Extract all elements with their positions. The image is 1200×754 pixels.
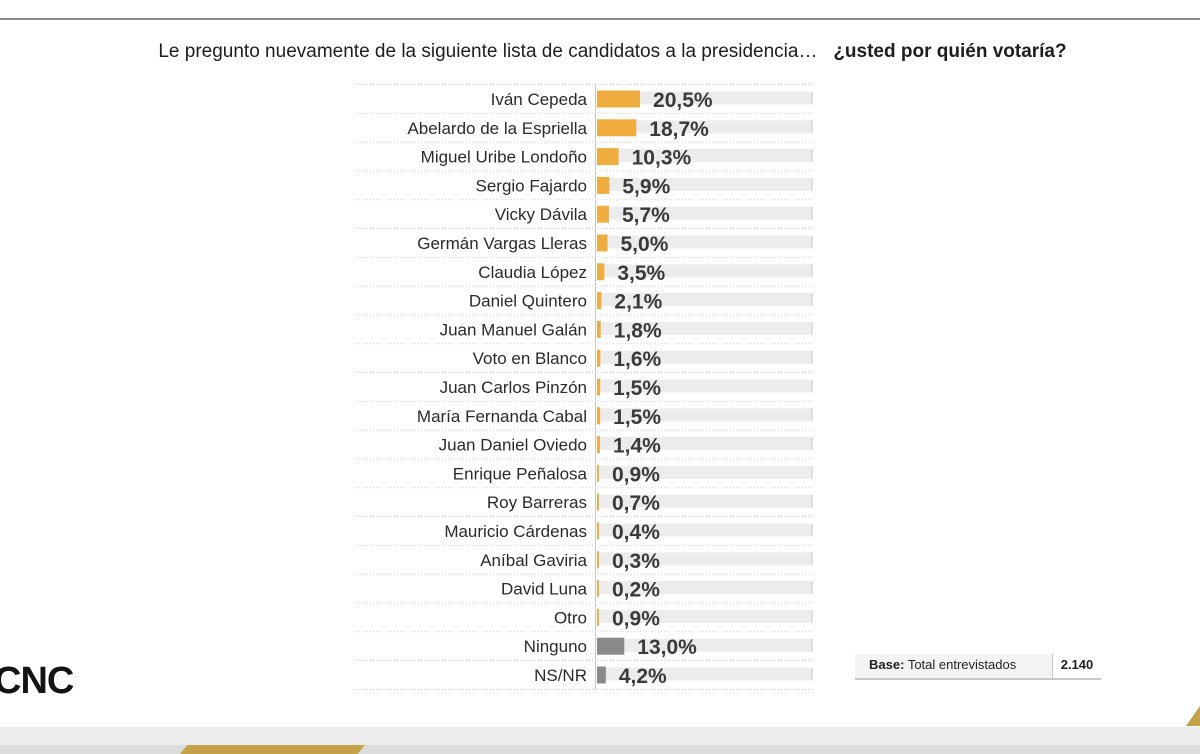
bar-17 [597, 580, 599, 598]
base-text: Total entrevistados [907, 657, 1017, 672]
bar-track [597, 264, 812, 278]
category-label: Mauricio Cárdenas [444, 522, 587, 541]
value-label: 2,1% [614, 291, 662, 314]
base-value: 2.140 [1052, 654, 1101, 678]
bar-track [597, 667, 812, 681]
bar-16 [597, 551, 599, 569]
value-label: 0,9% [612, 463, 660, 486]
category-label: Germán Vargas Lleras [417, 234, 587, 253]
category-label: Abelardo de la Espriella [407, 119, 587, 138]
value-label: 3,5% [617, 262, 665, 285]
bar-20 [597, 666, 606, 684]
value-label: 4,2% [619, 665, 667, 688]
category-label: Vicky Dávila [495, 205, 588, 224]
category-label: María Fernanda Cabal [417, 407, 587, 426]
cnc-logo: CNC [0, 660, 74, 702]
value-label: 0,3% [612, 550, 660, 573]
bar-track [597, 149, 812, 163]
category-label: Otro [554, 608, 587, 627]
category-label: Juan Carlos Pinzón [440, 378, 587, 397]
bar-track [597, 235, 812, 249]
category-label: Juan Daniel Oviedo [439, 436, 587, 455]
bar-6 [597, 263, 605, 281]
bar-0 [597, 90, 641, 108]
bar-1 [597, 119, 637, 137]
value-label: 5,7% [622, 204, 670, 227]
bar-track [597, 465, 812, 479]
bar-8 [597, 320, 601, 338]
bar-track [597, 638, 812, 652]
category-label: Voto en Blanco [473, 349, 587, 368]
bar-track [597, 552, 812, 566]
bar-track [597, 494, 812, 508]
footer-band-bottom [0, 745, 1200, 754]
value-label: 5,9% [622, 175, 670, 198]
bar-18 [597, 608, 599, 626]
bar-track [597, 379, 812, 393]
category-label: David Luna [501, 580, 588, 599]
category-label: Miguel Uribe Londoño [421, 148, 587, 167]
category-label: Roy Barreras [487, 493, 587, 512]
question-bold: ¿usted por quién votaría? [833, 41, 1067, 62]
category-label: Sergio Fajardo [475, 176, 587, 195]
value-label: 1,6% [613, 348, 661, 371]
bar-track [597, 581, 812, 595]
bar-15 [597, 522, 599, 540]
bar-track [597, 523, 812, 537]
value-label: 1,5% [613, 377, 661, 400]
bar-19 [597, 637, 625, 655]
category-label: Iván Cepeda [491, 90, 588, 109]
category-label: Daniel Quintero [469, 292, 587, 311]
category-label: Enrique Peñalosa [453, 464, 588, 483]
category-label: Aníbal Gaviria [480, 551, 587, 570]
value-label: 10,3% [632, 147, 692, 170]
bar-4 [597, 205, 609, 223]
category-label: Ninguno [524, 637, 587, 656]
bar-9 [597, 349, 601, 367]
value-label: 5,0% [621, 233, 669, 256]
value-label: 1,8% [614, 319, 662, 342]
value-label: 1,4% [613, 435, 661, 458]
bar-track [597, 177, 812, 191]
bar-track [597, 91, 812, 105]
value-label: 13,0% [637, 636, 697, 659]
bar-7 [597, 292, 602, 310]
bar-14 [597, 493, 599, 511]
category-label: Claudia López [478, 263, 587, 282]
bar-2 [597, 148, 619, 166]
category-label: Juan Manuel Galán [440, 320, 587, 339]
bar-12 [597, 436, 600, 454]
value-label: 0,4% [612, 521, 660, 544]
category-label: NS/NR [534, 666, 587, 685]
value-label: 0,7% [612, 492, 660, 515]
question-title: Le pregunto nuevamente de la siguiente l… [0, 41, 1200, 63]
bar-10 [597, 378, 601, 396]
question-text: Le pregunto nuevamente de la siguiente l… [158, 41, 818, 62]
bar-track [597, 350, 812, 364]
bar-track [597, 321, 812, 335]
value-label: 0,2% [612, 579, 660, 602]
bar-3 [597, 176, 610, 194]
base-label-cell: Base: Total entrevistados [855, 654, 1052, 678]
top-rule [0, 18, 1200, 20]
value-label: 20,5% [653, 89, 713, 112]
bar-11 [597, 407, 601, 425]
value-label: 18,7% [649, 118, 709, 141]
bar-track [597, 408, 812, 422]
value-label: 1,5% [613, 406, 661, 429]
bar-track [597, 437, 812, 451]
bar-track [597, 293, 812, 307]
base-label: Base: [869, 657, 905, 672]
bar-5 [597, 234, 608, 252]
bar-track [597, 206, 812, 220]
footer-gold-shape [180, 745, 365, 754]
value-label: 0,9% [612, 607, 660, 630]
bar-track [597, 120, 812, 134]
base-box: Base: Total entrevistados 2.140 [855, 654, 1101, 680]
bar-track [597, 609, 812, 623]
bar-13 [597, 464, 599, 482]
